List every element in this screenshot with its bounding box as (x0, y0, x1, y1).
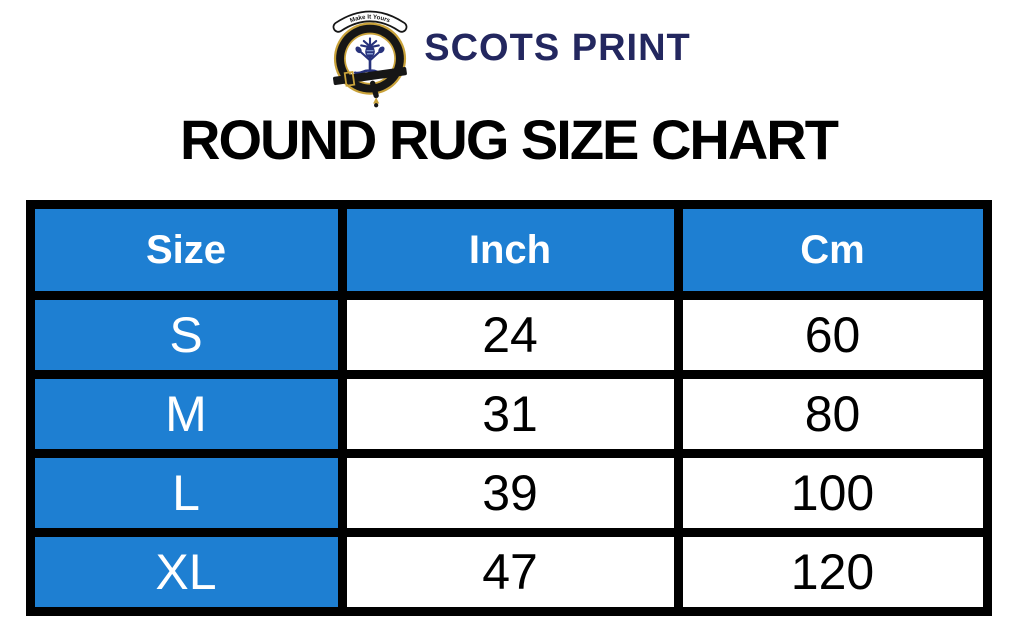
logo-tagline-text: Make It Yours (349, 14, 391, 25)
cm-cell: 60 (682, 300, 983, 371)
cm-cell: 100 (682, 458, 983, 529)
column-header-size: Size (34, 209, 338, 292)
brand-header: Make It Yours (0, 0, 1017, 108)
brand-name: SCOTS PRINT (424, 26, 691, 69)
scots-print-logo: Make It Yours (326, 4, 414, 108)
svg-text:Make It Yours: Make It Yours (349, 14, 391, 25)
thistle-crest-icon: Make It Yours (332, 10, 408, 108)
size-cell: S (34, 300, 338, 371)
table-row: L 39 100 (34, 458, 983, 529)
size-cell: L (34, 458, 338, 529)
page-title: ROUND RUG SIZE CHART (180, 108, 839, 171)
cm-cell: 80 (682, 379, 983, 450)
table-row: S 24 60 (34, 300, 983, 371)
table-header-row: Size Inch Cm (34, 209, 983, 292)
column-header-inch: Inch (346, 209, 674, 292)
size-cell: M (34, 379, 338, 450)
inch-cell: 31 (346, 379, 674, 450)
column-header-cm: Cm (682, 209, 983, 292)
inch-cell: 24 (346, 300, 674, 371)
size-cell: XL (34, 537, 338, 608)
size-chart-table: Size Inch Cm S 24 60 M 31 80 L 39 100 (25, 200, 992, 617)
inch-cell: 39 (346, 458, 674, 529)
inch-cell: 47 (346, 537, 674, 608)
table-row: XL 47 120 (34, 537, 983, 608)
cm-cell: 120 (682, 537, 983, 608)
table-row: M 31 80 (34, 379, 983, 450)
